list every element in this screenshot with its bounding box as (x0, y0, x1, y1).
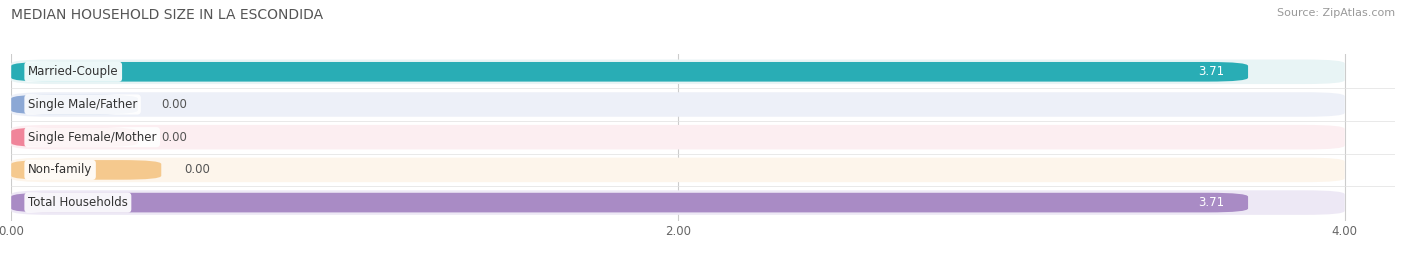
Text: Single Female/Mother: Single Female/Mother (28, 131, 156, 144)
Text: Married-Couple: Married-Couple (28, 65, 118, 78)
Text: 0.00: 0.00 (184, 163, 211, 176)
FancyBboxPatch shape (11, 128, 138, 147)
FancyBboxPatch shape (11, 190, 1344, 215)
Text: MEDIAN HOUSEHOLD SIZE IN LA ESCONDIDA: MEDIAN HOUSEHOLD SIZE IN LA ESCONDIDA (11, 8, 323, 22)
Text: 0.00: 0.00 (162, 131, 187, 144)
Text: Total Households: Total Households (28, 196, 128, 209)
Text: 3.71: 3.71 (1198, 65, 1225, 78)
FancyBboxPatch shape (11, 158, 1344, 182)
Text: Non-family: Non-family (28, 163, 93, 176)
FancyBboxPatch shape (11, 59, 1344, 84)
Text: 3.71: 3.71 (1198, 196, 1225, 209)
Text: Single Male/Father: Single Male/Father (28, 98, 138, 111)
Text: 0.00: 0.00 (162, 98, 187, 111)
FancyBboxPatch shape (11, 160, 162, 180)
FancyBboxPatch shape (11, 125, 1344, 150)
FancyBboxPatch shape (11, 193, 1249, 213)
FancyBboxPatch shape (11, 95, 138, 114)
FancyBboxPatch shape (11, 62, 1249, 82)
Text: Source: ZipAtlas.com: Source: ZipAtlas.com (1277, 8, 1395, 18)
FancyBboxPatch shape (11, 92, 1344, 117)
